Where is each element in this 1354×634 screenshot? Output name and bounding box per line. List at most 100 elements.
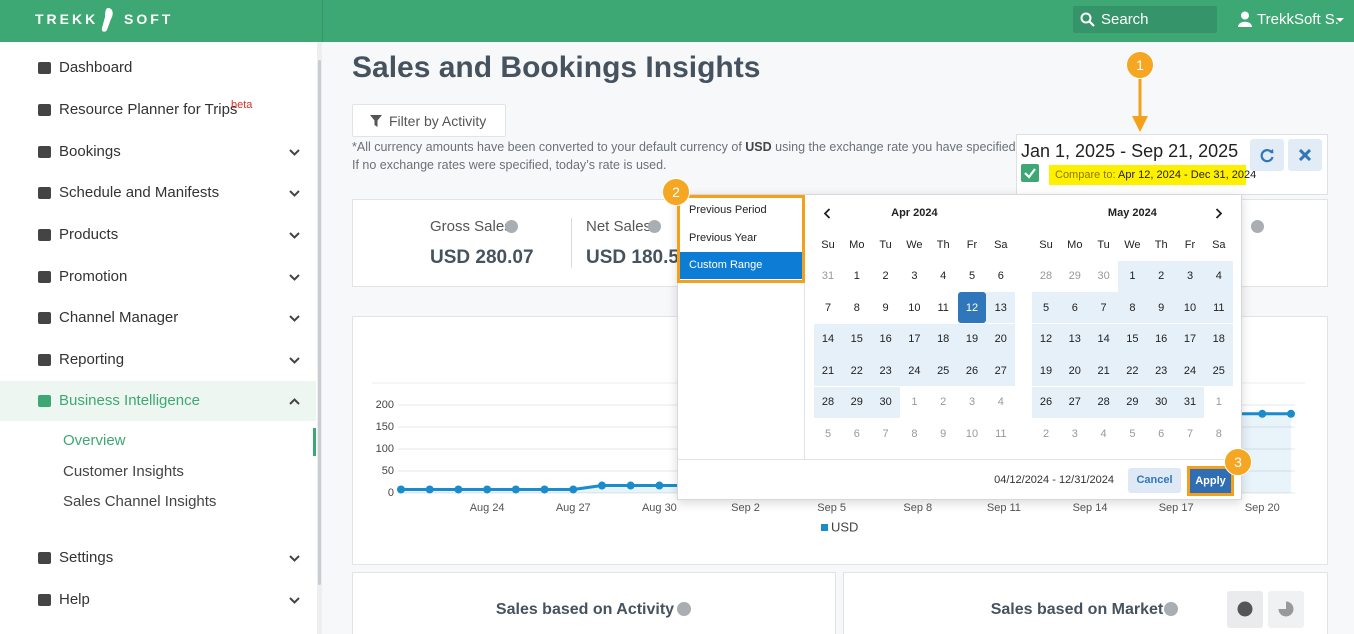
day[interactable]: 20: [994, 333, 1007, 346]
filter-button[interactable]: [352, 104, 506, 137]
day[interactable]: 9: [1158, 301, 1165, 314]
day[interactable]: 3: [911, 270, 918, 282]
nav-item[interactable]: Business Intelligence: [59, 392, 200, 409]
day[interactable]: 29: [1126, 396, 1139, 409]
nav-subitem[interactable]: Overview: [63, 432, 126, 449]
day[interactable]: 3: [1186, 270, 1194, 282]
day[interactable]: 13: [994, 301, 1007, 314]
day[interactable]: 31: [1183, 396, 1197, 409]
nav-item[interactable]: Resource Planner for Trips: [59, 101, 238, 118]
day[interactable]: 21: [821, 364, 835, 377]
nav-item[interactable]: Settings: [59, 549, 114, 566]
day[interactable]: 17: [1183, 333, 1197, 346]
day[interactable]: 1: [853, 270, 860, 282]
day-range-bg: [1146, 386, 1176, 418]
day[interactable]: 26: [1039, 396, 1053, 409]
day-range-bg: [871, 386, 900, 418]
point: [454, 485, 463, 494]
day[interactable]: 8: [853, 301, 860, 314]
nav-item[interactable]: Promotion: [59, 268, 128, 285]
day[interactable]: 15: [1126, 333, 1139, 346]
weekday: Mo: [849, 239, 865, 251]
selected-range: 04/12/2024 - 12/31/2024: [994, 474, 1114, 486]
day[interactable]: 12: [1039, 333, 1053, 346]
nav-item[interactable]: Products: [59, 226, 119, 243]
day[interactable]: 1: [1129, 270, 1136, 282]
day[interactable]: 22: [1126, 364, 1139, 377]
nav-item[interactable]: Help: [59, 591, 90, 608]
day[interactable]: 5: [968, 270, 976, 282]
nav-item[interactable]: Dashboard: [59, 59, 133, 76]
day[interactable]: 20: [1068, 364, 1081, 377]
day[interactable]: 18: [937, 333, 950, 346]
day[interactable]: 7: [824, 301, 832, 314]
day[interactable]: 4: [940, 270, 947, 282]
day[interactable]: 24: [908, 364, 921, 377]
day[interactable]: 10: [1183, 301, 1197, 314]
day[interactable]: 13: [1068, 333, 1081, 346]
day[interactable]: 28: [1097, 396, 1110, 409]
day[interactable]: 25: [1212, 364, 1225, 377]
day[interactable]: 14: [821, 333, 835, 346]
y-tick-label: 200: [376, 399, 394, 411]
day[interactable]: 4: [1215, 270, 1222, 282]
nav-item[interactable]: Channel Manager: [59, 309, 179, 326]
nav-chevron: [289, 555, 300, 562]
day[interactable]: 14: [1097, 333, 1110, 346]
day[interactable]: 23: [1155, 364, 1168, 377]
range-option[interactable]: Previous Year: [689, 232, 757, 244]
day: 8: [911, 428, 918, 440]
range-option[interactable]: Custom Range: [689, 259, 763, 271]
day[interactable]: 27: [1068, 396, 1081, 409]
day[interactable]: 7: [1100, 301, 1107, 314]
y-tick-label: 50: [382, 465, 394, 477]
day[interactable]: 24: [1183, 364, 1197, 377]
apply-button[interactable]: Apply: [1187, 466, 1234, 496]
nav-item[interactable]: Schedule and Manifests: [59, 184, 220, 201]
day[interactable]: 30: [1155, 396, 1168, 409]
search-box[interactable]: [1073, 6, 1217, 33]
day[interactable]: 2: [882, 270, 889, 282]
day[interactable]: 6: [997, 270, 1004, 282]
day[interactable]: 18: [1212, 333, 1225, 346]
day[interactable]: 28: [821, 396, 835, 409]
day: 11: [995, 428, 1007, 440]
day[interactable]: 11: [937, 301, 949, 314]
help-icon: [648, 220, 661, 233]
day[interactable]: 22: [850, 364, 863, 377]
day[interactable]: 27: [994, 364, 1007, 377]
day[interactable]: 23: [879, 364, 892, 377]
cancel-button[interactable]: Cancel: [1128, 468, 1181, 493]
day[interactable]: 5: [1042, 301, 1050, 314]
day[interactable]: 12: [965, 301, 979, 314]
refresh-button[interactable]: [1250, 139, 1284, 171]
day[interactable]: 11: [1213, 301, 1225, 314]
range-option[interactable]: Previous Period: [689, 204, 767, 216]
day[interactable]: 29: [850, 396, 863, 409]
day[interactable]: 17: [908, 333, 921, 346]
day[interactable]: 6: [1071, 301, 1078, 314]
day[interactable]: 19: [1039, 364, 1053, 377]
user-name[interactable]: TrekkSoft S.: [1257, 11, 1339, 28]
day[interactable]: 30: [879, 396, 892, 409]
day[interactable]: 16: [879, 333, 892, 346]
day[interactable]: 9: [882, 301, 889, 314]
point: [569, 485, 578, 494]
nav-item[interactable]: Bookings: [59, 143, 121, 160]
day[interactable]: 16: [1155, 333, 1168, 346]
filter-label[interactable]: Filter by Activity: [389, 113, 487, 129]
nav-item[interactable]: Reporting: [59, 351, 125, 368]
day[interactable]: 8: [1129, 301, 1136, 314]
day-range-bg: [871, 323, 900, 355]
nav-subitem[interactable]: Sales Channel Insights: [63, 493, 217, 510]
day: 3: [968, 396, 976, 409]
nav-subitem[interactable]: Customer Insights: [63, 463, 184, 480]
day[interactable]: 15: [850, 333, 863, 346]
date-range[interactable]: Jan 1, 2025 - Sep 21, 2025: [1021, 141, 1239, 161]
day[interactable]: 10: [908, 301, 921, 314]
day[interactable]: 21: [1097, 364, 1110, 377]
day[interactable]: 19: [965, 333, 979, 346]
day[interactable]: 25: [937, 364, 950, 377]
day[interactable]: 2: [1158, 270, 1165, 282]
day[interactable]: 26: [965, 364, 979, 377]
